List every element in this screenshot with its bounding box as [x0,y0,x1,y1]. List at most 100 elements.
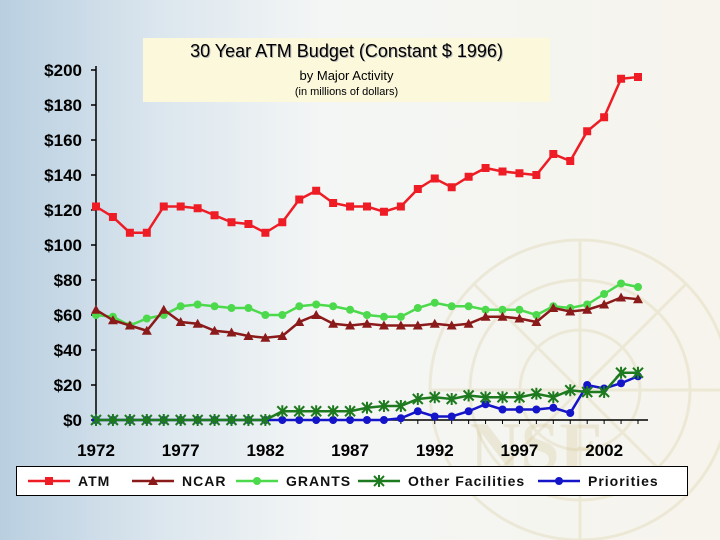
data-point-atm [295,195,304,204]
data-point-other-facilities [242,414,255,426]
data-point-atm [176,202,185,211]
data-point-ncar [616,292,627,302]
data-point-other-facilities [174,414,187,426]
data-point-other-facilities [208,414,221,426]
data-point-atm [159,202,168,211]
data-point-grants [447,302,456,311]
data-point-grants [176,302,185,311]
y-tick-label: $20 [54,376,82,395]
data-point-ncar [277,331,288,340]
data-point-grants [634,283,642,291]
data-point-priorities [295,416,304,424]
data-point-other-facilities [615,366,627,379]
data-point-priorities [617,379,626,388]
data-point-atm [447,183,456,192]
data-point-atm [379,207,388,216]
y-tick-label: $80 [54,271,82,290]
data-point-other-facilities [581,386,593,398]
data-point-other-facilities [344,405,356,418]
data-point-ncar [158,304,169,314]
x-tick-label: 1982 [246,441,284,460]
data-point-ncar [345,320,356,330]
data-point-atm [312,186,321,195]
data-point-priorities [430,412,439,421]
y-tick-label: $100 [44,236,82,255]
x-tick-label: 1992 [416,441,454,460]
data-point-ncar [395,320,406,330]
data-point-priorities [549,403,558,412]
data-point-grants [515,305,524,314]
data-point-atm [363,202,371,211]
data-point-other-facilities [293,405,305,418]
data-point-priorities [379,416,388,424]
data-point-grants [430,298,439,307]
data-point-grants [210,302,219,311]
data-point-other-facilities [530,387,543,400]
data-point-grants [617,279,626,288]
data-point-atm [532,171,541,179]
data-point-atm [329,199,338,207]
x-tick-label: 1977 [162,441,200,460]
data-point-other-facilities [361,401,373,414]
y-tick-label: $0 [63,411,82,430]
data-point-ncar [582,304,593,314]
data-point-ncar [599,299,610,309]
chart-units: (in millions of dollars) [294,86,399,98]
data-point-atm [464,172,473,181]
data-point-ncar [107,315,118,325]
data-point-atm [481,164,490,172]
y-tick-label: $60 [54,306,82,325]
data-point-ncar [260,332,271,342]
data-point-ncar [192,318,203,328]
data-point-grants [295,302,304,311]
series-ncar [91,292,643,342]
data-point-other-facilities [513,391,526,404]
data-point-ncar [463,318,474,328]
data-point-priorities [447,412,456,421]
data-point-grants [363,311,371,319]
data-point-atm [600,113,609,122]
data-point-atm [583,127,592,136]
data-point-ncar [226,327,237,337]
data-point-other-facilities [191,414,204,426]
data-point-priorities [515,405,524,414]
data-point-atm [125,228,134,237]
data-point-priorities [532,405,541,414]
data-point-atm [515,169,524,178]
data-point-atm [566,157,575,165]
data-point-priorities [464,407,473,416]
data-point-ncar [362,318,372,328]
chart-subtitle: by Major Activity [299,68,394,83]
data-point-ncar [565,306,576,316]
data-point-ncar [633,294,643,304]
data-point-ncar [209,325,220,335]
data-point-grants [193,300,202,309]
data-point-priorities [413,407,422,416]
data-point-ncar [294,317,305,326]
data-point-other-facilities [141,414,153,426]
data-point-grants [142,314,151,323]
legend [16,466,688,496]
data-point-ncar [378,320,389,330]
data-point-atm [498,167,507,176]
chart-title-box: 30 Year ATM Budget (Constant $ 1996) by … [143,38,550,102]
data-point-grants [600,290,609,298]
data-point-other-facilities [479,391,492,404]
data-point-other-facilities [445,393,458,405]
series-atm [92,73,642,237]
data-point-grants [583,300,592,309]
data-point-ncar [480,311,491,321]
data-point-priorities [498,405,507,414]
data-point-atm [227,218,236,227]
series-other-facilities [90,366,644,426]
data-point-ncar [328,318,339,328]
data-point-ncar [311,310,322,319]
data-point-grants [396,312,405,321]
data-point-atm [108,213,117,221]
data-point-ncar [514,313,525,323]
chart-title: 30 Year ATM Budget (Constant $ 1996) [190,41,503,61]
x-tick-label: 2002 [585,441,623,460]
data-point-atm [142,228,151,237]
data-point-ncar [124,320,135,330]
